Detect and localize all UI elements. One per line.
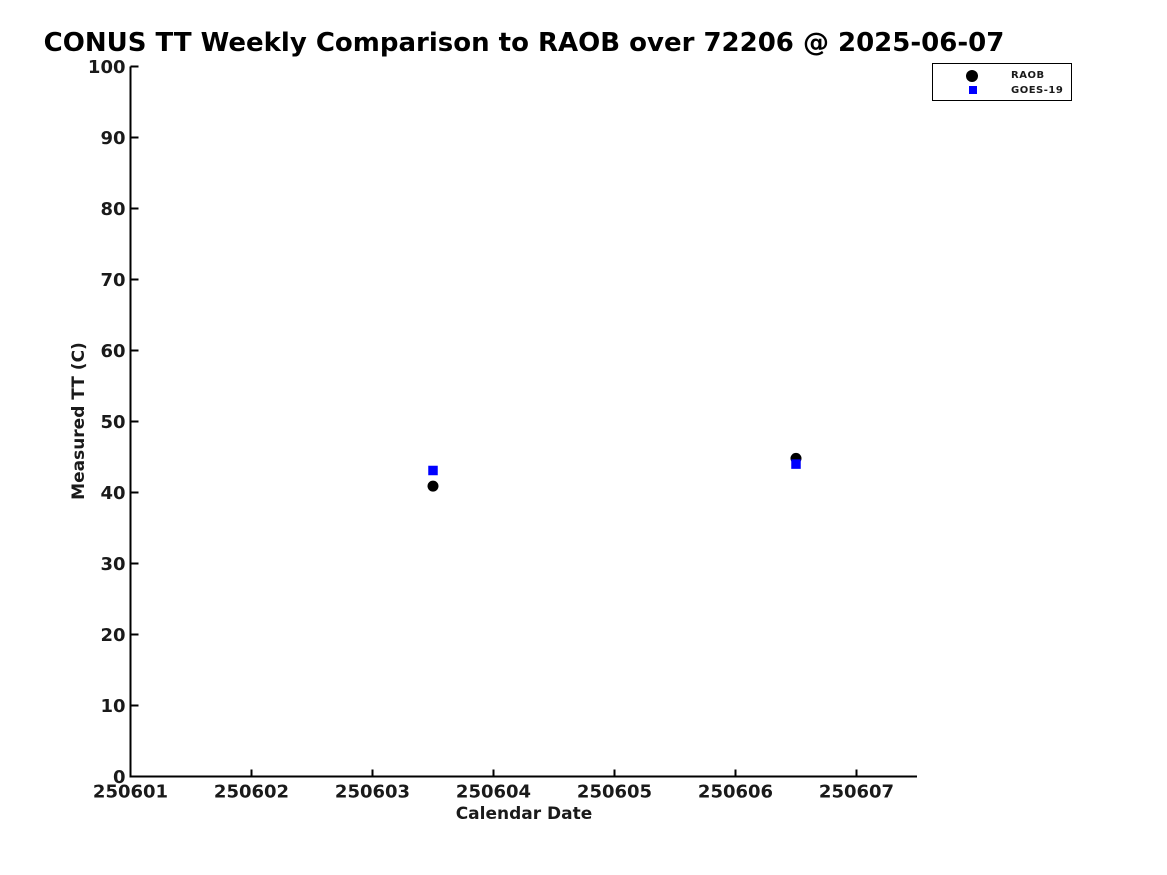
- x-tick-label: 250604: [456, 782, 531, 803]
- x-tick-label: 250605: [577, 782, 652, 803]
- x-tick-label: 250606: [698, 782, 773, 803]
- legend-label-raob: RAOB: [1011, 70, 1045, 81]
- point-raob: [427, 480, 439, 492]
- y-tick-label: 20: [100, 625, 125, 646]
- legend: RAOB GOES-19: [932, 63, 1072, 101]
- y-tick-label: 80: [100, 199, 125, 220]
- y-tick-label: 50: [100, 412, 125, 433]
- y-tick-label: 10: [100, 696, 125, 717]
- legend-label-goes-19: GOES-19: [1011, 85, 1064, 96]
- y-tick-label: 70: [100, 270, 125, 291]
- x-axis-label: Calendar Date: [455, 804, 593, 824]
- y-tick-label: 60: [100, 341, 125, 362]
- x-tick-label: 250602: [214, 782, 289, 803]
- y-tick-label: 100: [88, 57, 126, 78]
- point-goes-19: [428, 465, 438, 476]
- chart-title: CONUS TT Weekly Comparison to RAOB over …: [43, 28, 1005, 58]
- goes-19-square-icon: [969, 86, 977, 94]
- y-tick-label: 40: [100, 483, 125, 504]
- x-tick-label: 250601: [93, 782, 168, 803]
- y-tick-label: 90: [100, 128, 125, 149]
- point-goes-19: [791, 459, 801, 469]
- y-tick-label: 30: [100, 554, 125, 575]
- x-tick-label: 250607: [819, 782, 894, 803]
- x-tick-label: 250603: [335, 782, 410, 803]
- y-axis-label: Measured TT (C): [69, 342, 89, 500]
- raob-circle-icon: [966, 70, 978, 82]
- axes-spines: [129, 66, 917, 778]
- y-tick-label: 0: [113, 767, 126, 788]
